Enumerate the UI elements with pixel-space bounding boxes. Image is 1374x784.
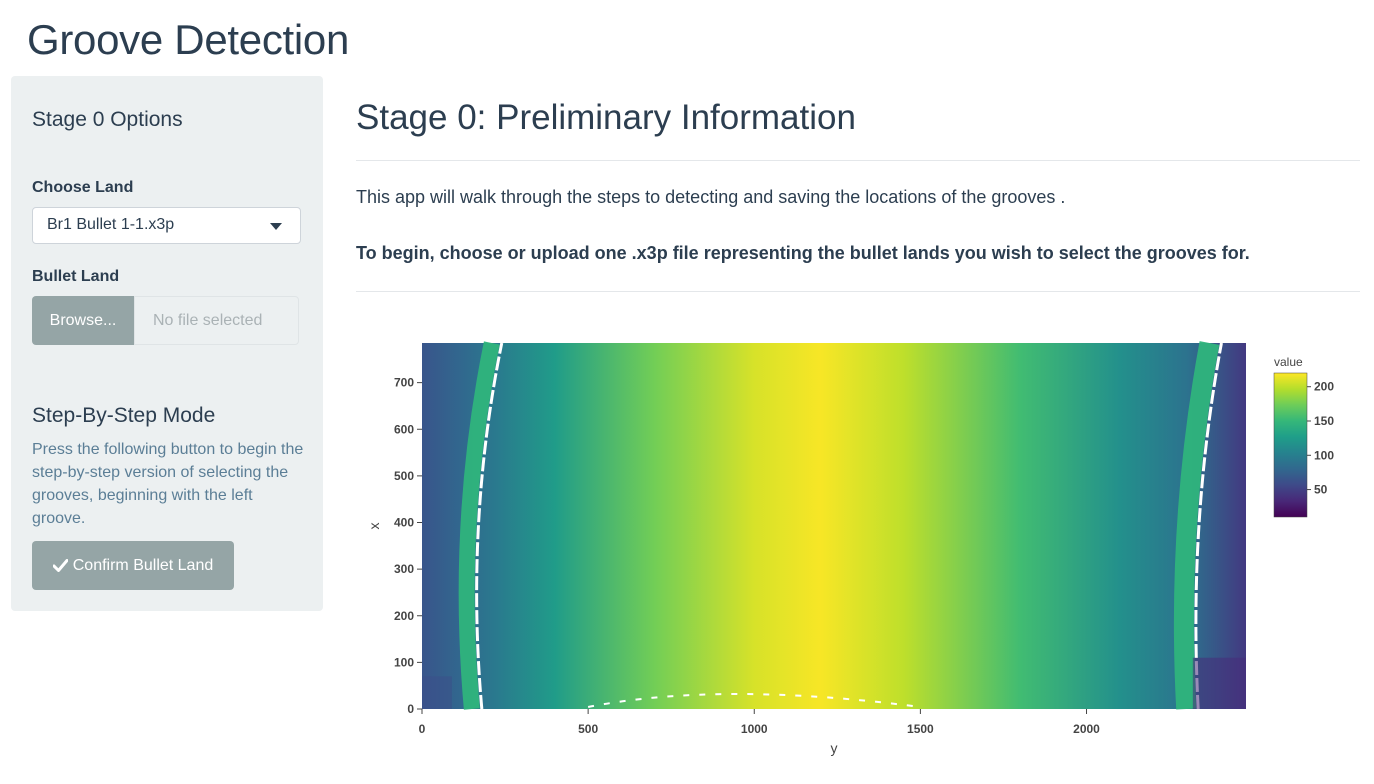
y-tick-label: 600	[394, 422, 414, 436]
colorbar-title: value	[1274, 355, 1303, 369]
instruction-text: To begin, choose or upload one .x3p file…	[356, 243, 1250, 263]
groove-band-left	[458, 341, 500, 710]
colorbar-tick-label: 200	[1314, 380, 1334, 394]
x-axis: 0 500 1000 1500 2000	[419, 709, 1100, 736]
check-icon	[52, 559, 68, 572]
colorbar: value 50 100 150 200	[1273, 355, 1334, 518]
colorbar-tick-label: 100	[1314, 448, 1334, 462]
y-axis: 0 100 200 300 400 500 600 700	[394, 376, 422, 716]
missing-data-arc	[587, 693, 921, 708]
x-tick-label: 1500	[907, 722, 934, 736]
x-tick-label: 1000	[741, 722, 768, 736]
step-mode-help-text: Press the following button to begin the …	[32, 441, 304, 527]
y-tick-label: 100	[394, 655, 414, 669]
choose-land-label: Choose Land	[32, 179, 134, 196]
colorbar-tick-label: 50	[1314, 483, 1328, 497]
colorbar-tick-label: 150	[1314, 414, 1334, 428]
y-tick-label: 300	[394, 562, 414, 576]
y-axis-title: x	[366, 523, 382, 530]
low-value-corner	[422, 676, 452, 709]
low-value-corner	[1192, 657, 1246, 709]
colorbar-scale	[1273, 372, 1308, 518]
x-tick-label: 500	[578, 722, 598, 736]
browse-button[interactable]: Browse...	[32, 296, 134, 345]
sidebar-panel: Stage 0 Options Choose Land Br1 Bullet 1…	[11, 76, 323, 611]
divider	[356, 291, 1360, 292]
heatmap-groove-overlay	[422, 341, 1246, 710]
x-tick-label: 2000	[1073, 722, 1100, 736]
y-tick-label: 700	[394, 376, 414, 390]
choose-land-select[interactable]: Br1 Bullet 1-1.x3p	[32, 207, 301, 244]
confirm-button-label: Confirm Bullet Land	[72, 556, 214, 574]
bullet-land-label: Bullet Land	[32, 268, 120, 285]
colorbar-ticks: 50 100 150 200	[1307, 380, 1334, 497]
chevron-down-icon	[270, 223, 282, 230]
x-tick-label: 0	[419, 722, 426, 736]
divider	[356, 160, 1360, 161]
app-title: Groove Detection	[27, 16, 350, 63]
choose-land-selected-value: Br1 Bullet 1-1.x3p	[47, 216, 175, 233]
intro-text: This app will walk through the steps to …	[356, 187, 1066, 207]
page-title: Stage 0: Preliminary Information	[356, 98, 856, 137]
groove-band-right	[1173, 341, 1220, 710]
confirm-bullet-land-button[interactable]: Confirm Bullet Land	[32, 541, 234, 590]
missing-data-edge	[475, 342, 504, 710]
sidebar-heading: Stage 0 Options	[32, 108, 183, 131]
heatmap-plot[interactable]: 0 500 1000 1500 2000 0100200300400500600700 …	[356, 336, 1356, 766]
missing-data-edge	[1194, 342, 1223, 710]
y-tick-label: 500	[394, 469, 414, 483]
file-name-field[interactable]: No file selected	[134, 296, 299, 345]
y-tick-label: 0	[407, 702, 414, 716]
y-tick-label: 200	[394, 609, 414, 623]
y-tick-label: 400	[394, 516, 414, 530]
heatmap-surface[interactable]	[422, 343, 1246, 709]
x-axis-title: y	[831, 740, 838, 756]
step-mode-heading: Step-By-Step Mode	[32, 404, 216, 427]
